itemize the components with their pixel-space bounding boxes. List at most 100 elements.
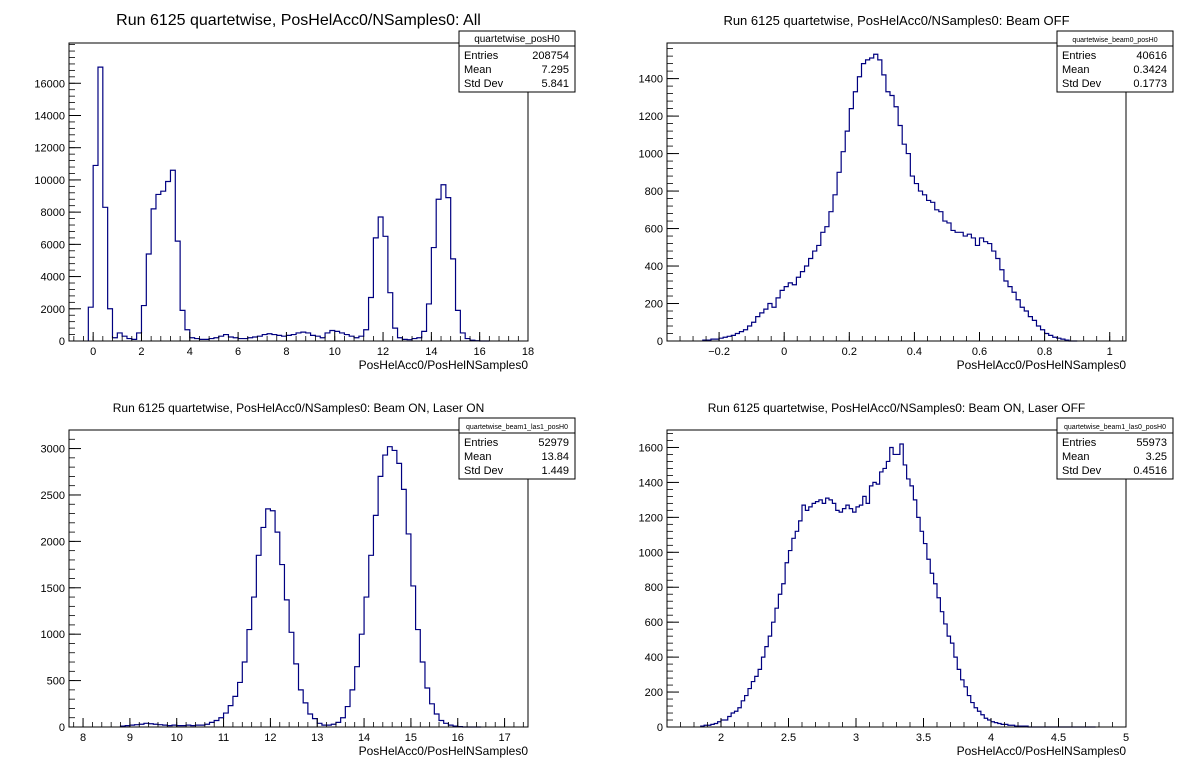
x-axis-title: PosHelAcc0/PosHelNSamples0 bbox=[359, 744, 529, 758]
x-axis-title: PosHelAcc0/PosHelNSamples0 bbox=[957, 358, 1127, 372]
stats-value: 52979 bbox=[538, 437, 569, 449]
x-tick-label: 0.2 bbox=[842, 346, 857, 358]
stats-label: Mean bbox=[1062, 451, 1090, 463]
stats-value: 7.295 bbox=[541, 64, 569, 76]
y-tick-label: 6000 bbox=[41, 239, 65, 251]
stats-label: Entries bbox=[464, 50, 499, 62]
y-tick-label: 4000 bbox=[41, 272, 65, 284]
x-tick-label: 18 bbox=[522, 346, 534, 358]
stats-box-frame bbox=[1056, 30, 1174, 93]
x-tick-label: 12 bbox=[377, 346, 389, 358]
histogram-panel-2: Run 6125 quartetwise, PosHelAcc0/NSample… bbox=[639, 13, 1174, 372]
stats-box-frame bbox=[458, 417, 576, 480]
x-tick-label: 1 bbox=[1107, 346, 1113, 358]
stats-name: quartetwise_posH0 bbox=[474, 34, 560, 45]
x-tick-label: 3.5 bbox=[916, 732, 931, 744]
y-tick-label: 12000 bbox=[34, 143, 65, 155]
stats-value: 5.841 bbox=[541, 78, 569, 90]
y-tick-label: 0 bbox=[59, 722, 65, 734]
stats-value: 13.84 bbox=[541, 451, 569, 463]
chart-title: Run 6125 quartetwise, PosHelAcc0/NSample… bbox=[116, 12, 481, 29]
stats-value: 3.25 bbox=[1146, 451, 1167, 463]
x-tick-label: 0.4 bbox=[907, 346, 922, 358]
y-tick-label: 1400 bbox=[639, 477, 663, 489]
stats-label: Entries bbox=[464, 437, 499, 449]
y-tick-label: 2000 bbox=[41, 304, 65, 316]
x-tick-label: 5 bbox=[1123, 732, 1129, 744]
y-tick-label: 400 bbox=[645, 261, 663, 273]
histogram-panel-3: Run 6125 quartetwise, PosHelAcc0/NSample… bbox=[41, 401, 576, 758]
stats-name: quartetwise_beam1_las0_posH0 bbox=[1064, 424, 1166, 431]
x-tick-label: 3 bbox=[853, 732, 859, 744]
y-tick-label: 0 bbox=[59, 336, 65, 348]
histogram-panel-4: Run 6125 quartetwise, PosHelAcc0/NSample… bbox=[639, 401, 1174, 758]
histogram-series bbox=[700, 443, 1096, 728]
stats-box: quartetwise_beam1_las1_posH0 Entries 52979… bbox=[458, 417, 576, 480]
y-tick-label: 400 bbox=[645, 652, 663, 664]
x-tick-label: 4 bbox=[988, 732, 994, 744]
x-tick-label: 2.5 bbox=[781, 732, 796, 744]
x-tick-label: 4 bbox=[187, 346, 193, 358]
x-tick-label: 9 bbox=[127, 732, 133, 744]
histogram-series bbox=[702, 53, 1078, 342]
x-tick-label: 11 bbox=[218, 732, 229, 744]
y-tick-label: 10000 bbox=[34, 175, 65, 187]
stats-label: Mean bbox=[1062, 64, 1090, 76]
x-tick-label: 16 bbox=[474, 346, 486, 358]
stats-name: quartetwise_beam0_posH0 bbox=[1072, 37, 1157, 44]
x-tick-label: 14 bbox=[358, 732, 370, 744]
stats-value: 40616 bbox=[1136, 50, 1167, 62]
chart-title: Run 6125 quartetwise, PosHelAcc0/NSample… bbox=[113, 401, 485, 415]
y-tick-label: 1000 bbox=[41, 629, 65, 641]
stats-label: Entries bbox=[1062, 437, 1097, 449]
y-tick-label: 14000 bbox=[34, 110, 65, 122]
stats-box: quartetwise_beam1_las0_posH0 Entries 55973… bbox=[1056, 417, 1174, 480]
stats-value: 55973 bbox=[1136, 437, 1167, 449]
plot-frame bbox=[666, 42, 1127, 342]
plot-frame bbox=[68, 42, 529, 342]
stats-name: quartetwise_beam1_las1_posH0 bbox=[466, 424, 568, 431]
y-tick-label: 800 bbox=[645, 186, 663, 198]
x-tick-label: 12 bbox=[264, 732, 276, 744]
stats-label: Std Dev bbox=[1062, 465, 1102, 477]
x-tick-label: 0 bbox=[90, 346, 96, 358]
stats-box-frame bbox=[458, 30, 576, 93]
y-tick-label: 2000 bbox=[41, 536, 65, 548]
y-tick-label: 0 bbox=[657, 336, 663, 348]
stats-label: Entries bbox=[1062, 50, 1097, 62]
y-tick-label: 600 bbox=[645, 224, 663, 236]
x-tick-label: 0.6 bbox=[972, 346, 987, 358]
stats-value: 0.3424 bbox=[1133, 64, 1167, 76]
y-tick-label: 600 bbox=[645, 617, 663, 629]
stats-label: Std Dev bbox=[464, 78, 504, 90]
chart-title: Run 6125 quartetwise, PosHelAcc0/NSample… bbox=[723, 13, 1069, 28]
x-tick-label: 0.8 bbox=[1037, 346, 1052, 358]
y-tick-label: 3000 bbox=[41, 444, 65, 456]
x-tick-label: 6 bbox=[235, 346, 241, 358]
y-tick-label: 16000 bbox=[34, 78, 65, 90]
x-tick-label: 10 bbox=[329, 346, 341, 358]
y-tick-label: 200 bbox=[645, 687, 663, 699]
x-tick-label: −0.2 bbox=[708, 346, 730, 358]
stats-value: 0.1773 bbox=[1133, 78, 1167, 90]
histogram-panel-1: Run 6125 quartetwise, PosHelAcc0/NSample… bbox=[34, 12, 576, 372]
histogram-series bbox=[119, 446, 482, 728]
stats-label: Std Dev bbox=[1062, 78, 1102, 90]
histogram-series bbox=[87, 66, 490, 342]
y-tick-label: 0 bbox=[657, 722, 663, 734]
y-tick-label: 500 bbox=[47, 676, 65, 688]
y-tick-label: 1000 bbox=[639, 149, 663, 161]
y-tick-label: 800 bbox=[645, 582, 663, 594]
x-tick-label: 8 bbox=[80, 732, 86, 744]
x-tick-label: 8 bbox=[283, 346, 289, 358]
stats-label: Mean bbox=[464, 64, 492, 76]
stats-box: quartetwise_posH0 Entries 208754 Mean 7.295 S… bbox=[458, 30, 576, 93]
x-tick-label: 17 bbox=[498, 732, 510, 744]
y-tick-label: 1200 bbox=[639, 111, 663, 123]
x-tick-label: 13 bbox=[311, 732, 323, 744]
stats-box: quartetwise_beam0_posH0 Entries 40616 Mean 0… bbox=[1056, 30, 1174, 93]
x-axis-title: PosHelAcc0/PosHelNSamples0 bbox=[359, 358, 529, 372]
stats-value: 1.449 bbox=[541, 465, 569, 477]
x-tick-label: 2 bbox=[138, 346, 144, 358]
